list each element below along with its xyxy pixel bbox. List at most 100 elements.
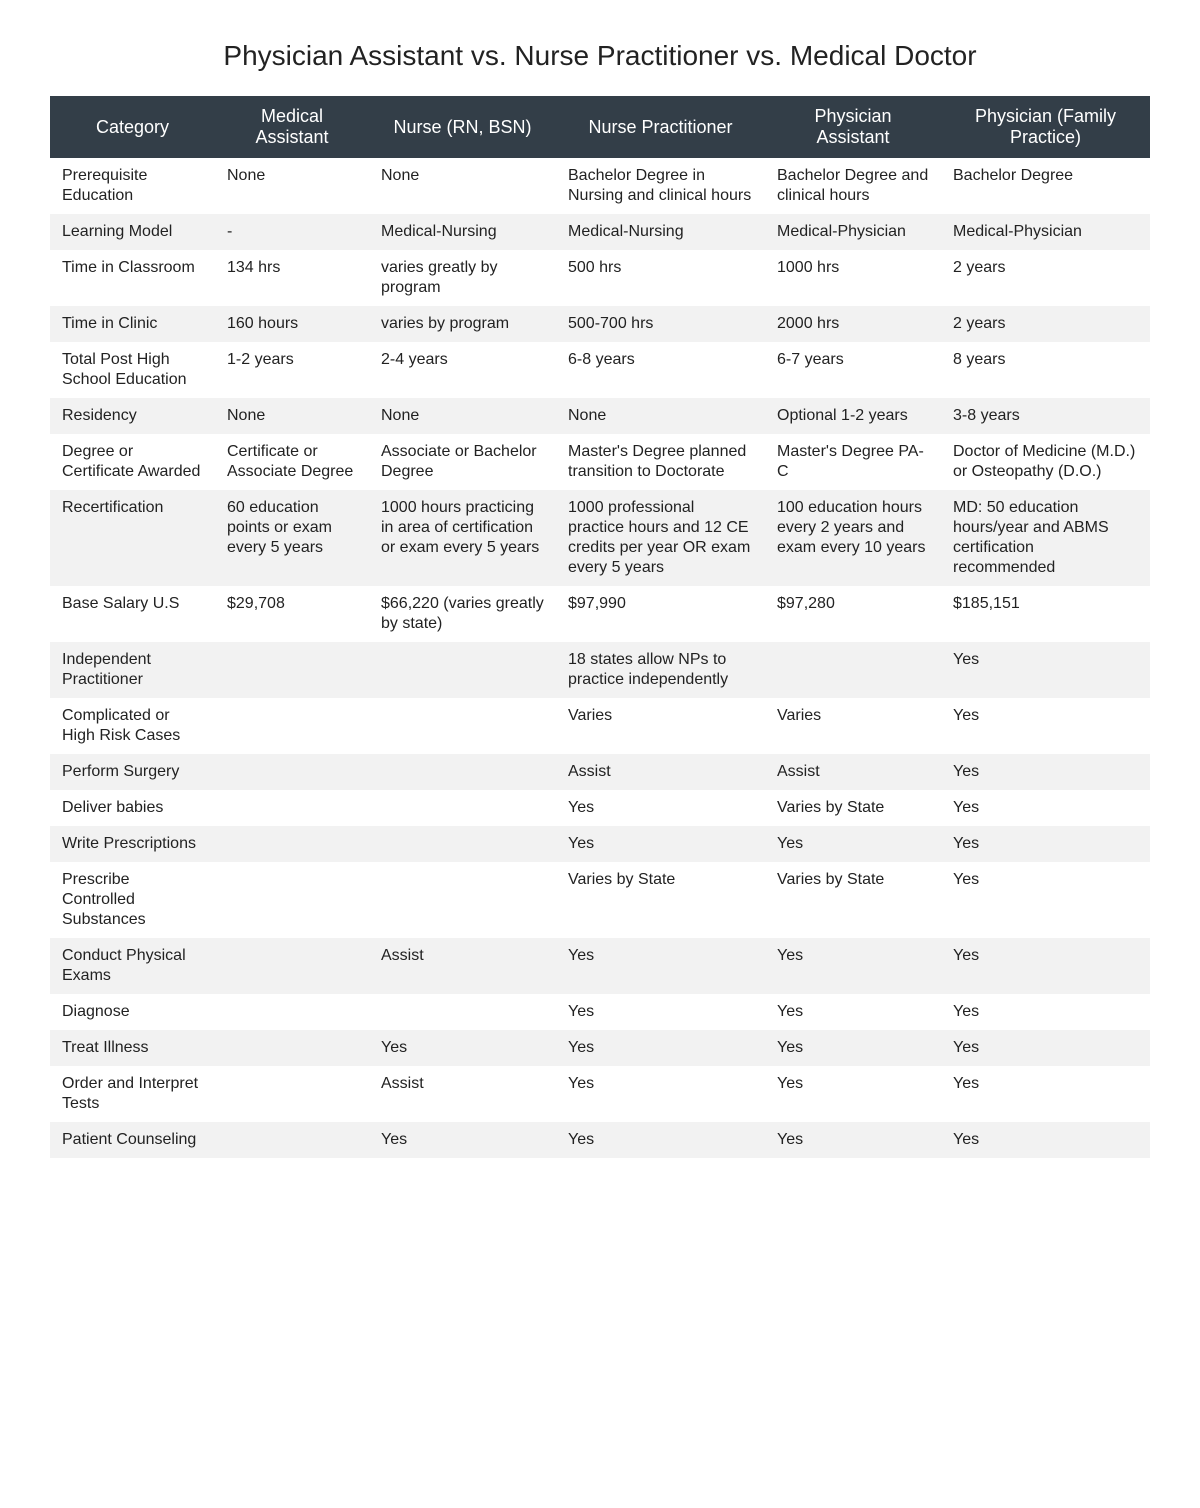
col-header-physician-assistant: Physician Assistant	[765, 96, 941, 158]
table-cell: Varies by State	[765, 790, 941, 826]
table-row: Prerequisite EducationNoneNoneBachelor D…	[50, 158, 1150, 214]
table-cell: Yes	[556, 938, 765, 994]
table-cell: Yes	[556, 826, 765, 862]
table-cell: 160 hours	[215, 306, 369, 342]
table-cell	[369, 698, 556, 754]
table-cell: Yes	[941, 994, 1150, 1030]
table-cell: Yes	[941, 862, 1150, 938]
table-cell: Bachelor Degree in Nursing and clinical …	[556, 158, 765, 214]
table-cell: Certificate or Associate Degree	[215, 434, 369, 490]
table-row: ResidencyNoneNoneNoneOptional 1-2 years3…	[50, 398, 1150, 434]
table-cell	[215, 642, 369, 698]
table-row: Time in Classroom134 hrsvaries greatly b…	[50, 250, 1150, 306]
table-cell: None	[215, 398, 369, 434]
table-cell: Master's Degree PA-C	[765, 434, 941, 490]
table-cell: Master's Degree planned transition to Do…	[556, 434, 765, 490]
table-row: DiagnoseYesYesYes	[50, 994, 1150, 1030]
table-cell: MD: 50 education hours/year and ABMS cer…	[941, 490, 1150, 586]
table-cell: Yes	[941, 754, 1150, 790]
table-cell	[215, 790, 369, 826]
table-cell: 500-700 hrs	[556, 306, 765, 342]
table-cell: Medical-Nursing	[556, 214, 765, 250]
table-cell: Yes	[941, 1122, 1150, 1158]
table-cell: None	[215, 158, 369, 214]
table-cell: 18 states allow NPs to practice independ…	[556, 642, 765, 698]
table-cell: 1-2 years	[215, 342, 369, 398]
table-cell	[369, 994, 556, 1030]
table-cell: 2 years	[941, 306, 1150, 342]
table-cell: Yes	[941, 938, 1150, 994]
table-cell: 2-4 years	[369, 342, 556, 398]
table-cell: Conduct Physical Exams	[50, 938, 215, 994]
table-cell	[215, 698, 369, 754]
table-row: Base Salary U.S$29,708$66,220 (varies gr…	[50, 586, 1150, 642]
table-cell: Patient Counseling	[50, 1122, 215, 1158]
table-cell	[215, 754, 369, 790]
table-cell: 6-8 years	[556, 342, 765, 398]
table-cell: Yes	[941, 826, 1150, 862]
table-cell: Yes	[556, 994, 765, 1030]
table-cell: Medical-Nursing	[369, 214, 556, 250]
table-cell: Yes	[556, 790, 765, 826]
table-cell: Total Post High School Education	[50, 342, 215, 398]
table-cell: Yes	[765, 1066, 941, 1122]
table-cell: Time in Classroom	[50, 250, 215, 306]
table-cell: Varies by State	[556, 862, 765, 938]
table-cell: 100 education hours every 2 years and ex…	[765, 490, 941, 586]
table-cell: 2 years	[941, 250, 1150, 306]
table-cell: $97,990	[556, 586, 765, 642]
table-cell: Assist	[765, 754, 941, 790]
table-cell: Yes	[556, 1122, 765, 1158]
table-cell: 6-7 years	[765, 342, 941, 398]
header-row: Category Medical Assistant Nurse (RN, BS…	[50, 96, 1150, 158]
table-row: Conduct Physical ExamsAssistYesYesYes	[50, 938, 1150, 994]
table-cell: varies greatly by program	[369, 250, 556, 306]
table-cell	[369, 862, 556, 938]
table-cell: Complicated or High Risk Cases	[50, 698, 215, 754]
table-cell	[215, 862, 369, 938]
comparison-table: Category Medical Assistant Nurse (RN, BS…	[50, 96, 1150, 1158]
table-cell: Medical-Physician	[941, 214, 1150, 250]
page-title: Physician Assistant vs. Nurse Practition…	[50, 40, 1150, 72]
table-cell	[369, 790, 556, 826]
table-cell: Yes	[941, 642, 1150, 698]
table-cell: Yes	[556, 1066, 765, 1122]
table-cell	[765, 642, 941, 698]
col-header-physician-family-practice: Physician (Family Practice)	[941, 96, 1150, 158]
table-body: Prerequisite EducationNoneNoneBachelor D…	[50, 158, 1150, 1158]
table-cell: Optional 1-2 years	[765, 398, 941, 434]
table-cell: Deliver babies	[50, 790, 215, 826]
col-header-nurse-rn-bsn: Nurse (RN, BSN)	[369, 96, 556, 158]
table-row: Patient CounselingYesYesYesYes	[50, 1122, 1150, 1158]
table-cell: Assist	[369, 938, 556, 994]
table-cell: Recertification	[50, 490, 215, 586]
table-cell: Yes	[369, 1122, 556, 1158]
table-cell: Yes	[765, 994, 941, 1030]
table-cell: Learning Model	[50, 214, 215, 250]
table-cell: Associate or Bachelor Degree	[369, 434, 556, 490]
table-cell: Base Salary U.S	[50, 586, 215, 642]
col-header-nurse-practitioner: Nurse Practitioner	[556, 96, 765, 158]
table-cell	[369, 826, 556, 862]
table-cell: Independent Practitioner	[50, 642, 215, 698]
table-cell: Order and Interpret Tests	[50, 1066, 215, 1122]
col-header-category: Category	[50, 96, 215, 158]
table-row: Degree or Certificate AwardedCertificate…	[50, 434, 1150, 490]
table-row: Treat IllnessYesYesYesYes	[50, 1030, 1150, 1066]
table-cell: Yes	[941, 698, 1150, 754]
table-cell: Assist	[556, 754, 765, 790]
table-cell: Prescribe Controlled Substances	[50, 862, 215, 938]
col-header-medical-assistant: Medical Assistant	[215, 96, 369, 158]
table-cell: Diagnose	[50, 994, 215, 1030]
table-cell: Degree or Certificate Awarded	[50, 434, 215, 490]
table-cell: -	[215, 214, 369, 250]
table-row: Total Post High School Education1-2 year…	[50, 342, 1150, 398]
table-cell: 60 education points or exam every 5 year…	[215, 490, 369, 586]
table-cell: 2000 hrs	[765, 306, 941, 342]
table-cell: Medical-Physician	[765, 214, 941, 250]
table-row: Recertification60 education points or ex…	[50, 490, 1150, 586]
table-cell: Yes	[941, 790, 1150, 826]
table-cell	[215, 1122, 369, 1158]
table-cell: Varies	[556, 698, 765, 754]
table-row: Complicated or High Risk CasesVariesVari…	[50, 698, 1150, 754]
